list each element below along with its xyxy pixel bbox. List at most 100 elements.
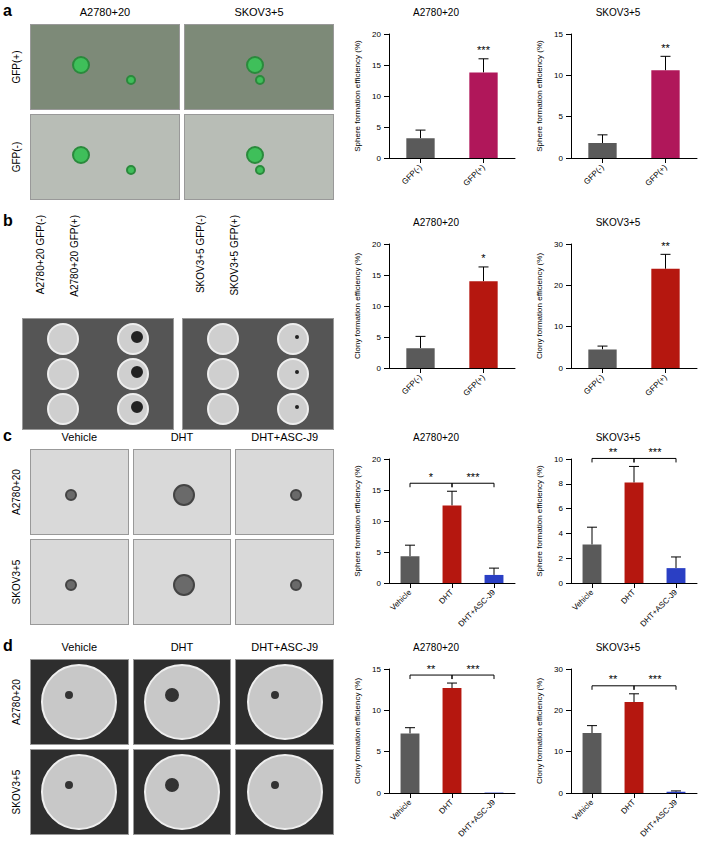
svg-text:2: 2 (559, 554, 564, 563)
svg-text:GFP(+): GFP(+) (462, 163, 487, 188)
svg-text:***: *** (649, 446, 663, 458)
svg-text:***: *** (467, 663, 481, 675)
svg-text:20: 20 (372, 455, 381, 464)
svg-text:Clony formation efficiency (%): Clony formation efficiency (%) (353, 253, 362, 359)
html-text:A2780+20: A2780+20 (11, 469, 22, 515)
svg-text:**: ** (427, 663, 436, 675)
svg-text:Clony formation efficiency (%): Clony formation efficiency (%) (535, 253, 544, 359)
svg-text:15: 15 (372, 271, 381, 280)
html-text:GFP(+): GFP(+) (11, 50, 22, 84)
svg-text:A2780+20: A2780+20 (413, 217, 459, 228)
html-text:Vehicle: Vehicle (61, 641, 98, 653)
svg-text:5: 5 (377, 123, 382, 132)
svg-text:DHT+ASC-J9: DHT+ASC-J9 (456, 797, 497, 838)
html-text:GFP(-): GFP(-) (11, 141, 22, 173)
html-text:DHT+ASC-J9: DHT+ASC-J9 (251, 641, 319, 653)
svg-text:10: 10 (554, 455, 563, 464)
svg-text:DHT: DHT (437, 798, 455, 816)
svg-text:10: 10 (372, 92, 381, 101)
svg-text:6: 6 (559, 504, 564, 513)
svg-text:0: 0 (559, 789, 564, 798)
svg-text:DHT: DHT (437, 588, 455, 606)
svg-text:15: 15 (372, 61, 381, 70)
html-text:DHT: DHT (170, 641, 194, 653)
html-text:DHT: DHT (170, 431, 194, 443)
svg-text:5: 5 (377, 747, 382, 756)
svg-text:0: 0 (377, 789, 382, 798)
svg-text:Sphere formation efficiency (%: Sphere formation efficiency (%) (535, 40, 544, 152)
html-text:Vehicle: Vehicle (61, 431, 98, 443)
svg-text:Sphere formation efficiency (%: Sphere formation efficiency (%) (353, 40, 362, 152)
svg-text:SKOV3+5: SKOV3+5 (596, 642, 641, 653)
svg-text:30: 30 (554, 240, 563, 249)
svg-text:10: 10 (372, 302, 381, 311)
svg-text:GFP(+): GFP(+) (644, 163, 669, 188)
svg-text:**: ** (661, 42, 670, 54)
svg-text:Clony formation efficiency (%): Clony formation efficiency (%) (353, 678, 362, 784)
svg-text:A2780+20: A2780+20 (413, 642, 459, 653)
html-text:A2780+20: A2780+20 (79, 6, 131, 18)
svg-text:Clony formation efficiency (%): Clony formation efficiency (%) (535, 678, 544, 784)
svg-text:Vehicle: Vehicle (571, 587, 596, 612)
svg-text:SKOV3+5: SKOV3+5 (596, 7, 641, 18)
svg-text:GFP(-): GFP(-) (400, 373, 424, 397)
svg-text:0: 0 (559, 579, 564, 588)
svg-text:15: 15 (372, 486, 381, 495)
svg-text:***: *** (649, 673, 663, 685)
svg-text:15: 15 (554, 30, 563, 39)
svg-text:10: 10 (372, 706, 381, 715)
svg-text:A2780+20: A2780+20 (413, 7, 459, 18)
svg-text:4: 4 (559, 529, 564, 538)
svg-text:*: * (429, 471, 434, 483)
svg-text:***: *** (467, 471, 481, 483)
html-text:SKOV3+5 GFP(-): SKOV3+5 GFP(-) (195, 215, 206, 294)
svg-text:0: 0 (377, 579, 382, 588)
svg-text:***: *** (477, 44, 491, 56)
svg-text:DHT+ASC-J9: DHT+ASC-J9 (638, 587, 679, 628)
svg-text:10: 10 (554, 747, 563, 756)
svg-text:Vehicle: Vehicle (389, 797, 414, 822)
svg-text:5: 5 (377, 548, 382, 557)
svg-text:0: 0 (377, 364, 382, 373)
svg-text:10: 10 (554, 71, 563, 80)
svg-text:DHT+ASC-J9: DHT+ASC-J9 (638, 797, 679, 838)
svg-text:20: 20 (554, 706, 563, 715)
svg-text:8: 8 (559, 479, 564, 488)
html-text:DHT+ASC-J9: DHT+ASC-J9 (251, 431, 319, 443)
svg-text:**: ** (661, 240, 670, 252)
svg-text:10: 10 (372, 517, 381, 526)
svg-text:GFP(-): GFP(-) (582, 163, 606, 187)
svg-text:5: 5 (559, 112, 564, 121)
html-text:A2780+20 GFP(-): A2780+20 GFP(-) (35, 215, 46, 295)
html-text:SKOV3+5 GFP(+): SKOV3+5 GFP(+) (229, 215, 240, 296)
svg-text:GFP(+): GFP(+) (644, 373, 669, 398)
svg-text:GFP(-): GFP(-) (582, 373, 606, 397)
svg-text:GFP(-): GFP(-) (400, 163, 424, 187)
svg-text:10: 10 (554, 322, 563, 331)
svg-text:Vehicle: Vehicle (571, 797, 596, 822)
svg-text:Vehicle: Vehicle (389, 587, 414, 612)
svg-text:20: 20 (372, 240, 381, 249)
svg-text:15: 15 (372, 665, 381, 674)
html-text:SKOV3+5: SKOV3+5 (234, 6, 284, 18)
svg-text:20: 20 (554, 281, 563, 290)
svg-text:30: 30 (554, 665, 563, 674)
svg-text:SKOV3+5: SKOV3+5 (596, 432, 641, 443)
svg-text:SKOV3+5: SKOV3+5 (596, 217, 641, 228)
svg-text:A2780+20: A2780+20 (413, 432, 459, 443)
svg-text:20: 20 (372, 30, 381, 39)
svg-text:DHT+ASC-J9: DHT+ASC-J9 (456, 587, 497, 628)
svg-text:5: 5 (377, 333, 382, 342)
html-text:A2780+20 GFP(+): A2780+20 GFP(+) (69, 215, 80, 297)
svg-text:0: 0 (377, 154, 382, 163)
svg-text:**: ** (609, 673, 618, 685)
svg-text:DHT: DHT (619, 798, 637, 816)
svg-text:*: * (481, 252, 486, 264)
svg-text:Sphere formation efficiency (%: Sphere formation efficiency (%) (535, 465, 544, 577)
svg-text:Sphere formation efficiency (%: Sphere formation efficiency (%) (353, 465, 362, 577)
svg-text:GFP(+): GFP(+) (462, 373, 487, 398)
svg-text:**: ** (609, 446, 618, 458)
svg-text:0: 0 (559, 364, 564, 373)
svg-text:DHT: DHT (619, 588, 637, 606)
svg-text:0: 0 (559, 154, 564, 163)
